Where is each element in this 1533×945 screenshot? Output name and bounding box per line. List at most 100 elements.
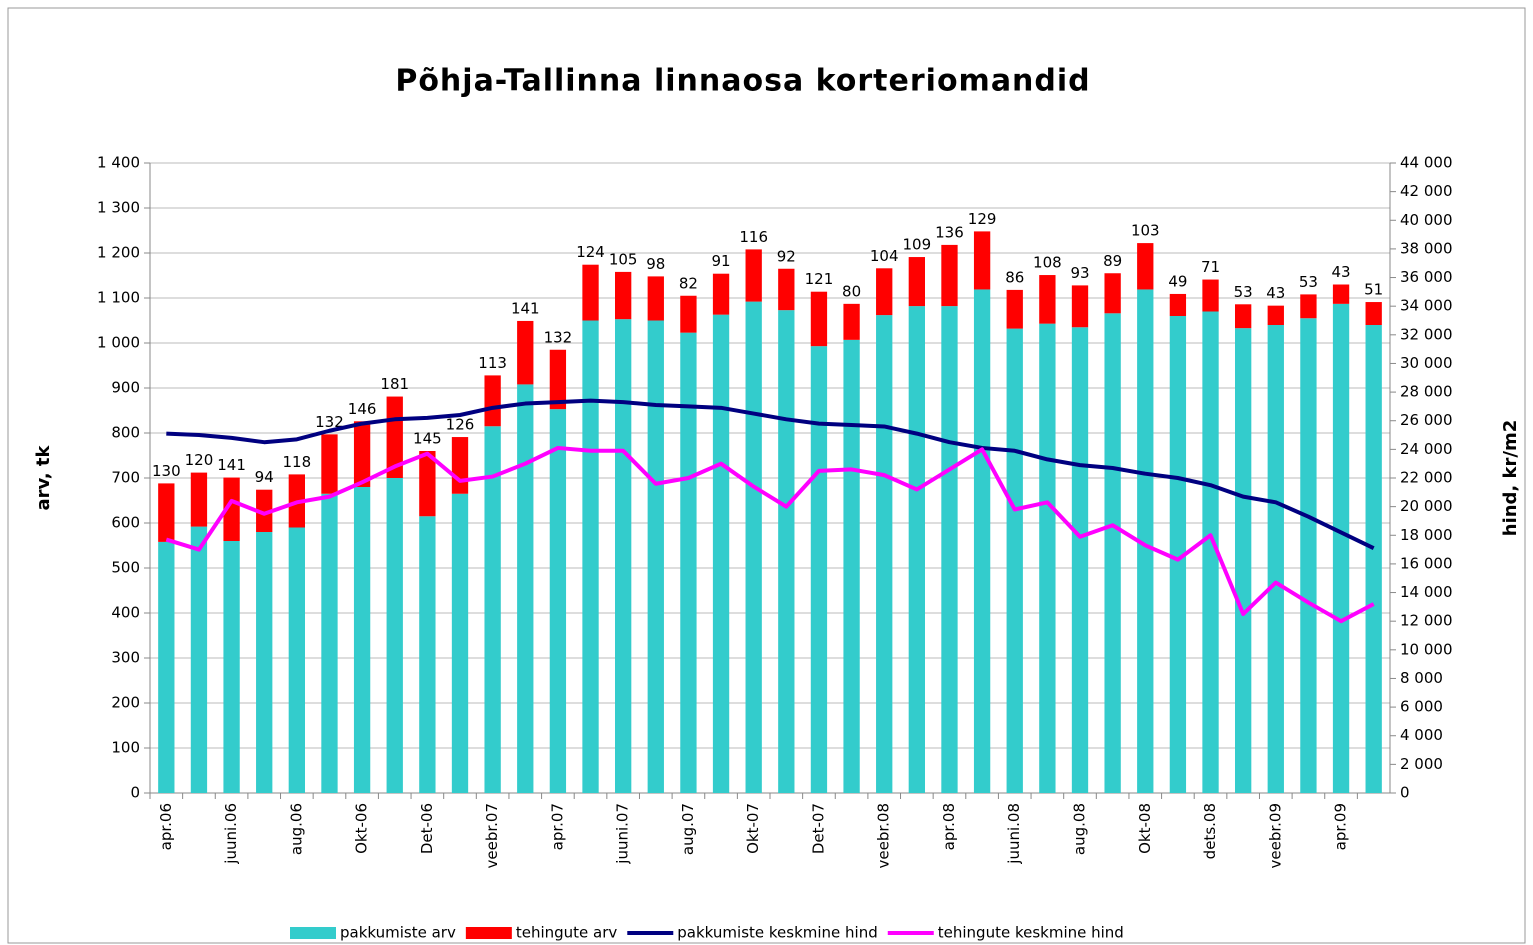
bar — [876, 315, 893, 793]
bar — [1169, 293, 1187, 316]
x-tick-label: dets.08 — [1201, 803, 1219, 859]
data-label: 91 — [712, 252, 731, 270]
bar — [386, 396, 403, 478]
data-label: 141 — [511, 299, 540, 317]
data-label: 71 — [1201, 258, 1220, 276]
y-tick-label: 700 — [111, 469, 140, 487]
bar — [908, 257, 925, 307]
bar — [288, 527, 305, 793]
data-label: 132 — [544, 328, 573, 346]
bar — [680, 295, 697, 333]
bar — [1202, 279, 1219, 312]
y-tick-label: 1 200 — [97, 244, 140, 262]
bar — [647, 320, 664, 793]
bar — [582, 264, 599, 321]
bar — [745, 301, 762, 793]
legend-label: pakkumiste keskmine hind — [677, 924, 877, 942]
bar — [419, 516, 436, 793]
bar — [451, 437, 469, 494]
legend-swatch — [465, 927, 512, 939]
y-tick-label: 1 000 — [97, 334, 140, 352]
x-tick-label: Okt-07 — [744, 803, 762, 854]
bar — [484, 426, 501, 793]
data-label: 82 — [679, 274, 698, 292]
x-tick-label: Det-07 — [809, 803, 827, 854]
data-label: 89 — [1103, 252, 1122, 270]
bar — [1104, 313, 1121, 793]
bar — [712, 314, 730, 793]
x-tick-label: veebr.09 — [1266, 803, 1284, 869]
legend-swatch — [290, 927, 336, 939]
y2-tick-label: 28 000 — [1400, 383, 1453, 401]
x-tick-label: Det-06 — [418, 803, 436, 854]
data-label: 146 — [348, 400, 377, 418]
line — [166, 398, 1375, 550]
bar — [1332, 303, 1350, 793]
data-label: 124 — [576, 243, 605, 261]
bar — [353, 487, 371, 793]
bar — [876, 268, 893, 316]
bar — [1039, 275, 1056, 324]
data-label: 53 — [1299, 273, 1318, 291]
data-label: 120 — [185, 451, 214, 469]
bar — [1267, 305, 1284, 325]
bar — [386, 478, 403, 793]
y2-tick-label: 24 000 — [1400, 440, 1453, 458]
y-tick-label: 200 — [111, 694, 140, 712]
y-tick-label: 800 — [111, 424, 140, 442]
x-tick-label: Okt-06 — [353, 803, 371, 854]
bar — [256, 489, 273, 532]
data-label: 130 — [152, 462, 181, 480]
bar — [778, 268, 795, 311]
bar — [1137, 243, 1154, 290]
data-label: 105 — [609, 250, 638, 268]
data-label: 43 — [1332, 263, 1351, 281]
bar — [1006, 328, 1023, 793]
bar — [810, 291, 828, 347]
bar — [1332, 284, 1350, 304]
y-tick-label: 1 300 — [97, 199, 140, 217]
y2-tick-label: 30 000 — [1400, 354, 1453, 372]
bar — [1300, 318, 1317, 793]
data-label: 118 — [283, 453, 312, 471]
y2-tick-label: 44 000 — [1400, 154, 1453, 172]
bar — [1039, 323, 1056, 793]
x-tick-label: apr.06 — [157, 803, 175, 850]
bar — [973, 289, 991, 793]
data-label: 98 — [646, 255, 665, 273]
y-tick-label: 500 — [111, 559, 140, 577]
y-tick-label: 300 — [111, 649, 140, 667]
bar — [843, 303, 860, 340]
y2-tick-label: 20 000 — [1400, 497, 1453, 515]
x-tick-label: juuni.08 — [1005, 803, 1023, 865]
x-tick-label: apr.08 — [940, 803, 958, 850]
x-tick-label: aug.07 — [679, 803, 697, 855]
bar — [223, 477, 240, 541]
data-label: 136 — [935, 223, 964, 241]
y2-tick-label: 14 000 — [1400, 583, 1453, 601]
data-label: 53 — [1234, 283, 1253, 301]
bar — [1267, 325, 1284, 793]
y2-axis-label: hind, kr/m2 — [1500, 420, 1521, 537]
data-label: 113 — [478, 354, 507, 372]
y2-tick-label: 8 000 — [1400, 669, 1443, 687]
data-label: 80 — [842, 282, 861, 300]
bar — [549, 349, 567, 410]
bar — [615, 319, 632, 793]
data-label: 109 — [903, 236, 932, 254]
y-tick-label: 600 — [111, 514, 140, 532]
bar — [582, 320, 599, 793]
y2-tick-label: 12 000 — [1400, 612, 1453, 630]
data-label: 93 — [1070, 264, 1089, 282]
bar — [190, 526, 208, 793]
bar — [223, 541, 240, 793]
data-label: 49 — [1168, 272, 1187, 290]
bar — [1235, 304, 1252, 329]
y-tick-label: 400 — [111, 604, 140, 622]
data-label: 86 — [1005, 268, 1024, 286]
x-tick-label: Okt-08 — [1136, 803, 1154, 854]
bar — [517, 320, 534, 385]
y-axis-label: arv, tk — [33, 444, 54, 510]
bar — [810, 346, 828, 793]
